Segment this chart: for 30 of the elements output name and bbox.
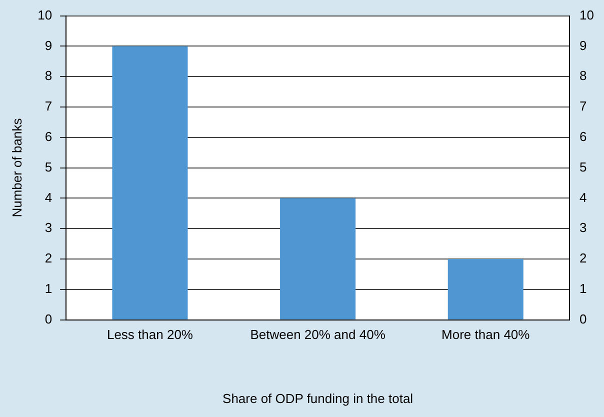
- bar: [448, 259, 524, 320]
- bar: [112, 46, 188, 320]
- x-tick-label: More than 40%: [442, 327, 530, 342]
- x-tick-label: Between 20% and 40%: [250, 327, 386, 342]
- y2-tick-label: 8: [580, 68, 587, 84]
- y-tick-label: 4: [44, 190, 52, 205]
- y-tick-label: 8: [44, 68, 52, 84]
- bar: [280, 198, 356, 320]
- y-tick-label: 2: [44, 250, 52, 266]
- y2-tick-label: 3: [580, 220, 587, 236]
- y-tick-label: 5: [44, 159, 52, 174]
- y2-tick-label: 10: [580, 7, 594, 22]
- y-tick-label: 9: [44, 38, 52, 53]
- x-tick-label: Less than 20%: [106, 327, 194, 342]
- y-tick-label: 6: [44, 128, 52, 144]
- y-tick-label: 10: [38, 7, 52, 22]
- y-axis-title: Number of banks: [9, 118, 24, 218]
- y2-tick-label: 2: [580, 250, 587, 266]
- y2-tick-label: 7: [580, 98, 587, 114]
- y2-tick-label: 9: [580, 38, 587, 53]
- y-tick-label: 1: [44, 280, 52, 296]
- y-tick-label: 0: [44, 311, 52, 326]
- y-tick-label: 7: [44, 98, 52, 114]
- y2-tick-label: 5: [580, 159, 587, 174]
- x-axis-title: Share of ODP funding in the total: [222, 390, 414, 406]
- y2-tick-label: 4: [580, 190, 587, 205]
- y-tick-label: 3: [44, 220, 52, 236]
- y2-tick-label: 1: [580, 280, 587, 296]
- y2-tick-label: 0: [580, 311, 587, 326]
- y2-tick-label: 6: [580, 128, 587, 144]
